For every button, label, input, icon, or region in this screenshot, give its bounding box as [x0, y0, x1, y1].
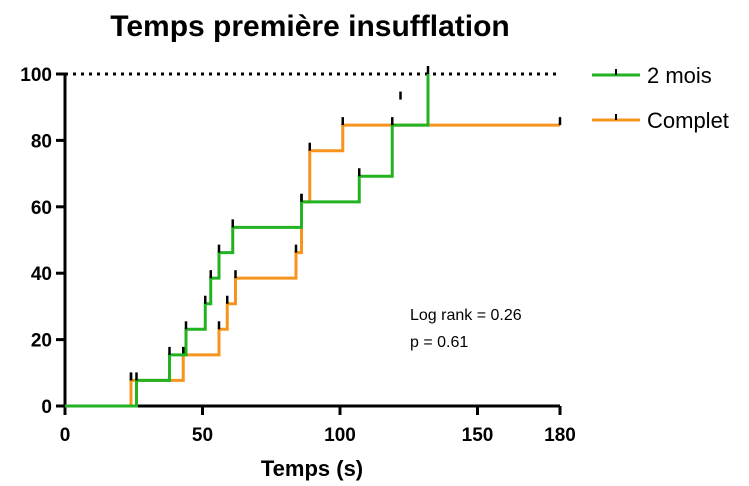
p-value-annotation: p = 0.61: [410, 334, 468, 351]
y-tick-label-80: 80: [31, 131, 52, 152]
y-tick-label-40: 40: [31, 264, 52, 285]
x-tick-label-50: 50: [192, 425, 213, 446]
y-tick-label-100: 100: [20, 65, 52, 86]
y-tick-label-20: 20: [31, 331, 52, 352]
log-rank-annotation: Log rank = 0.26: [410, 307, 522, 324]
plot-area: 0 20 40 60 80 100 0 50 100 150 180: [20, 65, 576, 446]
x-tick-label-180: 180: [544, 425, 576, 446]
x-tick-label-150: 150: [462, 425, 494, 446]
x-tick-label-0: 0: [60, 425, 71, 446]
series-line-2-mois: [65, 74, 430, 408]
x-axis-title: Temps (s): [261, 456, 363, 481]
legend-label-complet: Complet: [647, 108, 729, 133]
y-tick-label-60: 60: [31, 198, 52, 219]
x-tick-label-100: 100: [324, 425, 356, 446]
chart-title: Temps première insufflation: [110, 10, 510, 43]
legend-label-2-mois: 2 mois: [647, 63, 712, 88]
series-line-complet: [65, 123, 560, 408]
y-tick-label-0: 0: [41, 397, 52, 418]
legend: 2 mois Complet: [592, 63, 729, 133]
